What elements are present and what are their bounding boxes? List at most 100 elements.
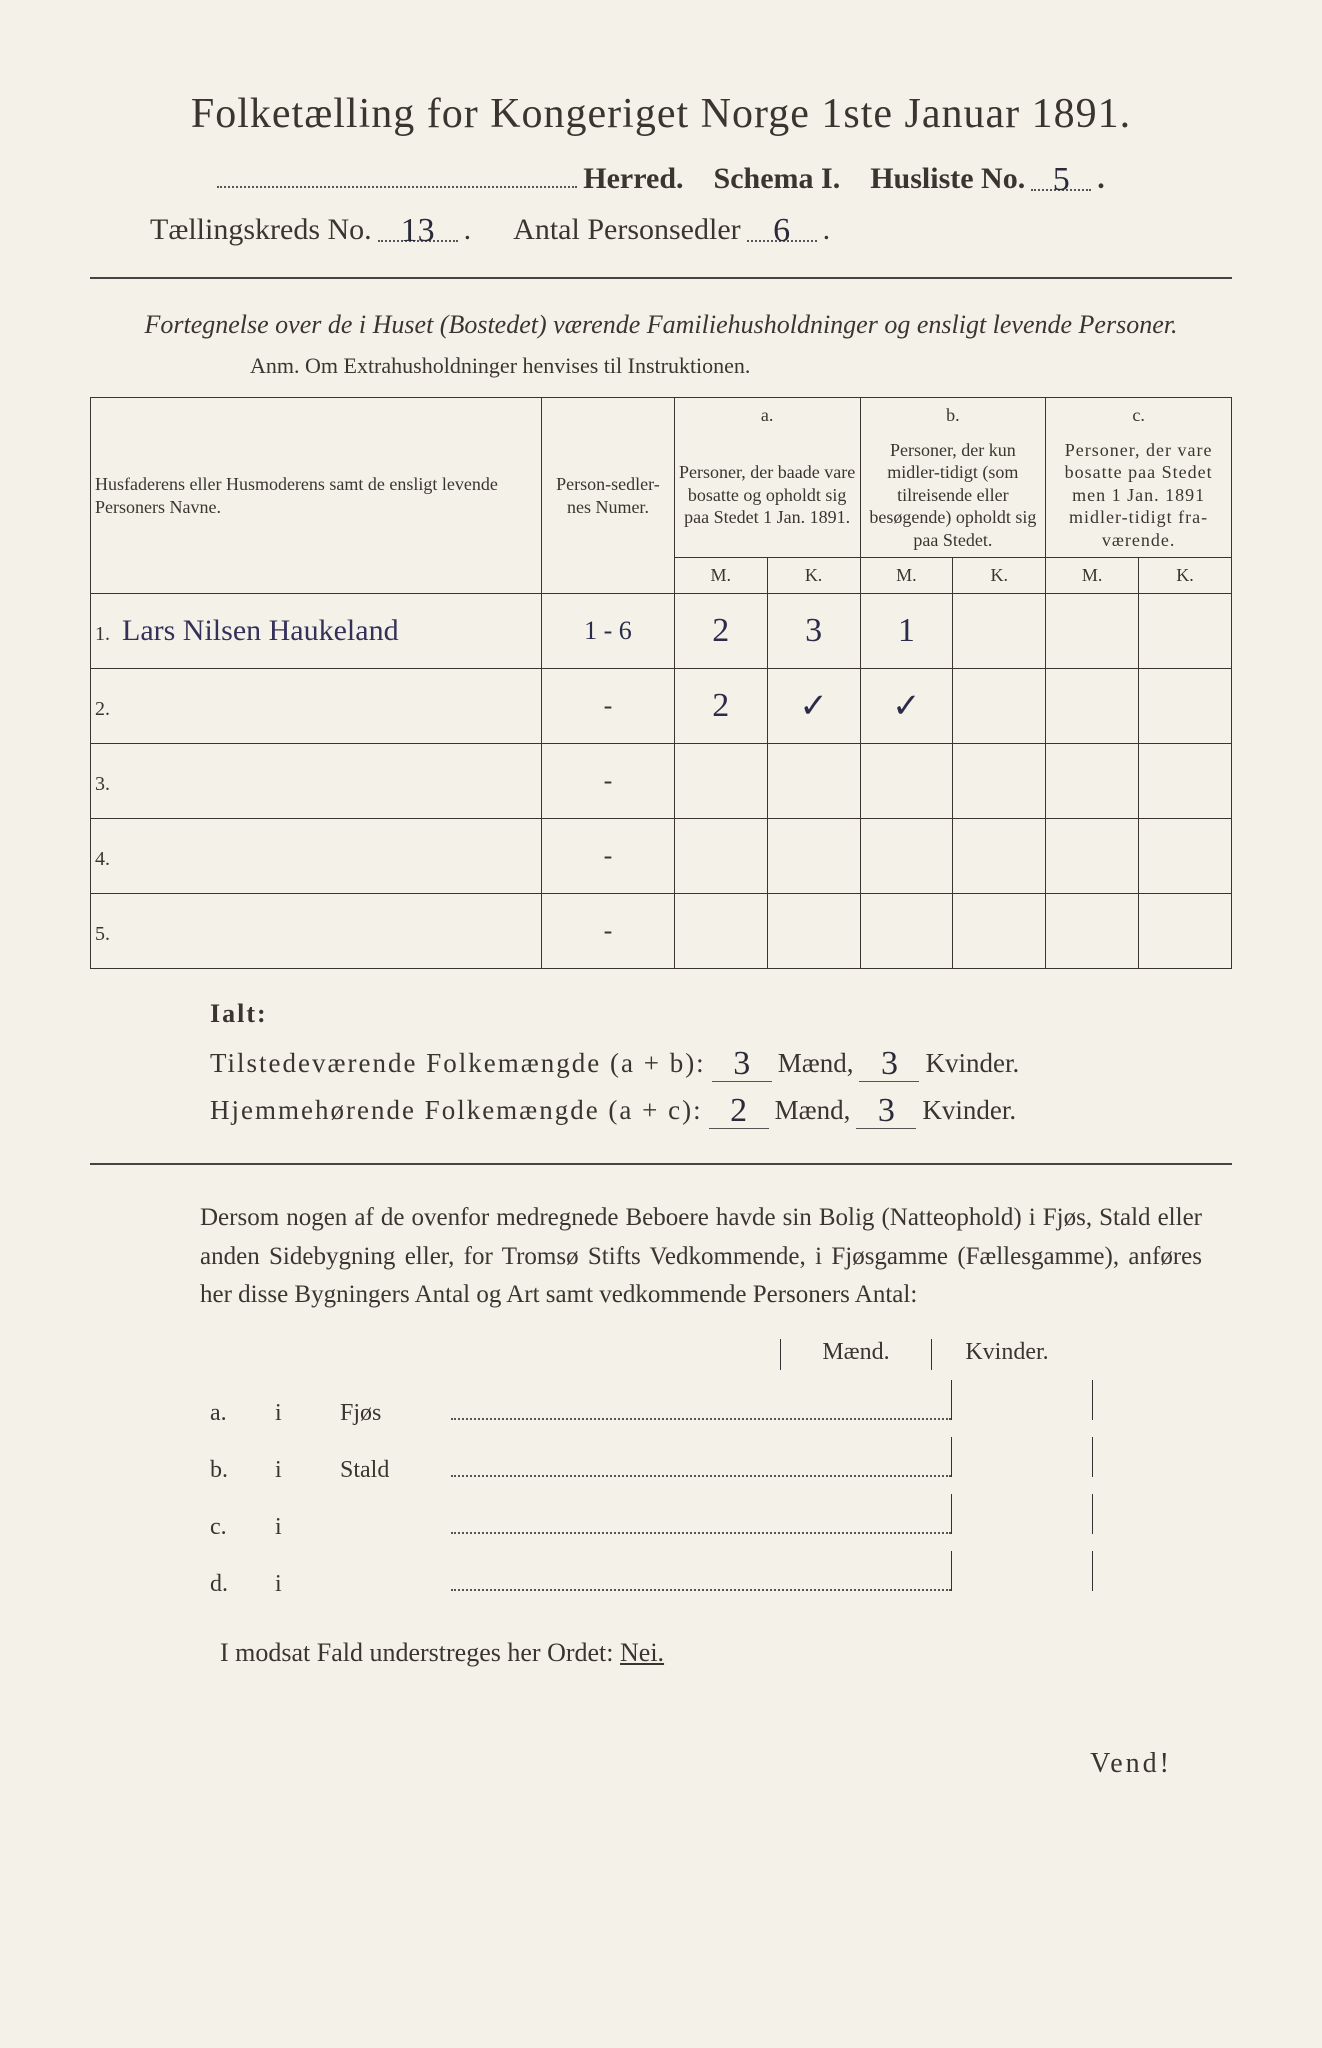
cell-num: -: [542, 743, 675, 818]
side-m: [951, 1380, 1091, 1420]
cell-aK: [767, 818, 860, 893]
th-b-k: K.: [953, 558, 1046, 594]
table-row: 3. -: [91, 743, 1232, 818]
cell-aK: ✓: [767, 668, 860, 743]
sum-line-1: Tilstedeværende Folkemængde (a + b): 3 M…: [210, 1043, 1232, 1082]
side-head-kvinder: Kvinder.: [931, 1339, 1082, 1370]
cell-aM: [674, 893, 767, 968]
ialt-heading: Ialt:: [210, 999, 1232, 1029]
page-title: Folketælling for Kongeriget Norge 1ste J…: [90, 90, 1232, 138]
table-row: 2. -2✓✓: [91, 668, 1232, 743]
kvinder-label-2: Kvinder.: [922, 1095, 1016, 1126]
cell-cM: [1046, 593, 1139, 668]
th-c-m: M.: [1046, 558, 1139, 594]
side-head-maend: Mænd.: [780, 1339, 931, 1370]
side-row: c.i: [210, 1494, 1232, 1541]
side-m: [951, 1494, 1091, 1534]
side-letter: c.: [210, 1514, 275, 1541]
schema-label: Schema I.: [714, 162, 841, 196]
side-row: b.iStald: [210, 1437, 1232, 1484]
th-b-top: b.: [860, 398, 1046, 433]
cell-bK: [953, 668, 1046, 743]
kreds-value: 13: [378, 210, 458, 242]
th-c-top: c.: [1046, 398, 1232, 433]
antal-value: 6: [747, 210, 817, 242]
th-a: Personer, der baade vare bosatte og opho…: [674, 433, 860, 558]
maend-label-2: Mænd,: [775, 1095, 851, 1126]
anm-note: Anm. Om Extrahusholdninger henvises til …: [250, 353, 1232, 379]
cell-name: 5.: [91, 893, 542, 968]
side-k: [1092, 1551, 1232, 1591]
husliste-value: 5: [1031, 159, 1091, 191]
cell-bM: [860, 893, 953, 968]
kvinder-label: Kvinder.: [925, 1048, 1019, 1079]
side-table-head: Mænd. Kvinder.: [780, 1339, 1232, 1370]
side-letter: a.: [210, 1400, 275, 1427]
cell-bK: [953, 893, 1046, 968]
side-letter: d.: [210, 1571, 275, 1598]
side-row: d.i: [210, 1551, 1232, 1598]
header-line-2: Herred. Schema I. Husliste No. 5 .: [90, 156, 1232, 196]
cell-name: 1. Lars Nilsen Haukeland: [91, 593, 542, 668]
side-k: [1092, 1380, 1232, 1420]
totals-block: Ialt: Tilstedeværende Folkemængde (a + b…: [210, 999, 1232, 1129]
cell-aK: [767, 743, 860, 818]
side-table: a.iFjøsb.iStaldc.id.i: [210, 1380, 1232, 1598]
cell-name: 3.: [91, 743, 542, 818]
cell-bK: [953, 593, 1046, 668]
side-i: i: [275, 1457, 340, 1484]
cell-cM: [1046, 818, 1139, 893]
side-type: Fjøs: [340, 1400, 451, 1427]
th-name: Husfaderens eller Husmoderens samt de en…: [91, 398, 542, 594]
th-a-m: M.: [674, 558, 767, 594]
cell-bM: 1: [860, 593, 953, 668]
sum1-k: 3: [859, 1043, 919, 1082]
cell-num: -: [542, 668, 675, 743]
side-dots: [451, 1508, 951, 1534]
th-b-m: M.: [860, 558, 953, 594]
table-row: 1. Lars Nilsen Haukeland1 - 6231: [91, 593, 1232, 668]
sum2-k: 3: [856, 1090, 916, 1129]
cell-bK: [953, 743, 1046, 818]
sum1-label: Tilstedeværende Folkemængde (a + b):: [210, 1048, 706, 1079]
divider: [90, 277, 1232, 279]
th-num: Person-sedler-nes Numer.: [542, 398, 675, 594]
side-k: [1092, 1437, 1232, 1477]
sum-line-2: Hjemmehørende Folkemængde (a + c): 2 Mæn…: [210, 1090, 1232, 1129]
herred-blank: [217, 156, 577, 188]
cell-aM: [674, 743, 767, 818]
sum2-m: 2: [709, 1090, 769, 1129]
cell-bM: [860, 743, 953, 818]
side-dots: [451, 1394, 951, 1420]
side-dots: [451, 1451, 951, 1477]
cell-cK: [1139, 818, 1232, 893]
table-body: 1. Lars Nilsen Haukeland1 - 62312. -2✓✓3…: [91, 593, 1232, 968]
nei-word: Nei.: [620, 1638, 664, 1667]
th-c: Personer, der vare bosatte paa Stedet me…: [1046, 433, 1232, 558]
cell-cK: [1139, 668, 1232, 743]
th-a-k: K.: [767, 558, 860, 594]
cell-name: 4.: [91, 818, 542, 893]
cell-cK: [1139, 743, 1232, 818]
kreds-label: Tællingskreds No.: [150, 213, 372, 247]
sum1-m: 3: [712, 1043, 772, 1082]
side-m: [951, 1437, 1091, 1477]
cell-aM: 2: [674, 593, 767, 668]
antal-label: Antal Personsedler: [513, 213, 740, 247]
cell-num: -: [542, 818, 675, 893]
cell-cK: [1139, 593, 1232, 668]
cell-bM: [860, 818, 953, 893]
cell-num: -: [542, 893, 675, 968]
husliste-label: Husliste No.: [870, 162, 1025, 196]
side-i: i: [275, 1514, 340, 1541]
side-k: [1092, 1494, 1232, 1534]
cell-num: 1 - 6: [542, 593, 675, 668]
cell-aK: [767, 893, 860, 968]
side-i: i: [275, 1400, 340, 1427]
header-line-3: Tællingskreds No. 13 . Antal Personsedle…: [150, 210, 1232, 247]
table-row: 5. -: [91, 893, 1232, 968]
table-row: 4. -: [91, 818, 1232, 893]
table-head: Husfaderens eller Husmoderens samt de en…: [91, 398, 1232, 594]
nei-line: I modsat Fald understreges her Ordet: Ne…: [220, 1638, 1232, 1668]
side-type: Stald: [340, 1457, 451, 1484]
